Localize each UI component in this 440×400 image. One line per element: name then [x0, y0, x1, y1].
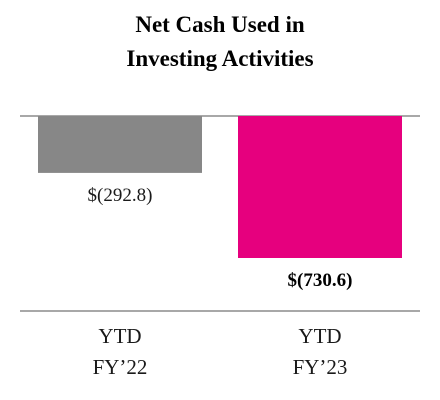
- category-label-fy22-line-2: FY’22: [93, 355, 148, 379]
- category-label-fy22-line-1: YTD: [98, 324, 141, 348]
- data-label-ytd-fy22: $(292.8): [88, 185, 153, 206]
- data-label-ytd-fy23: $(730.6): [288, 270, 353, 291]
- chart-title-line-1: Net Cash Used in: [135, 12, 305, 37]
- category-label-fy23-line-1: YTD: [298, 324, 341, 348]
- category-label-fy23-line-2: FY’23: [293, 355, 348, 379]
- bar-ytd-fy22: [38, 116, 202, 173]
- bar-ytd-fy23: [238, 116, 402, 258]
- chart-title-line-2: Investing Activities: [126, 46, 314, 71]
